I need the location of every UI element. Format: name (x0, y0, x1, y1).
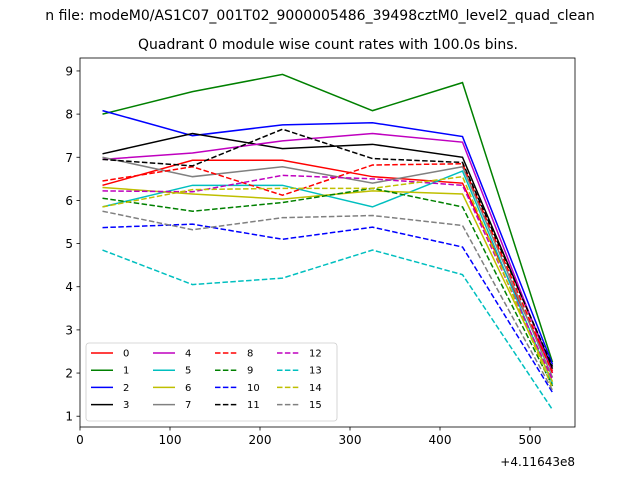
figure-suptitle: n file: modeM0/AS1C07_001T02_9000005486_… (45, 8, 594, 24)
y-tick-label: 3 (65, 323, 73, 337)
x-offset-label: +4.11643e8 (500, 455, 575, 469)
y-tick-label: 2 (65, 367, 73, 381)
legend-label-4: 4 (185, 349, 191, 360)
series-line-8 (102, 162, 554, 374)
legend-label-14: 14 (309, 383, 322, 394)
legend-label-8: 8 (247, 349, 253, 360)
x-tick-label: 100 (159, 433, 182, 447)
legend-label-9: 9 (247, 366, 253, 377)
legend-box (85, 342, 338, 422)
y-tick-label: 7 (65, 151, 73, 165)
legend-label-6: 6 (185, 383, 191, 394)
y-tick-label: 1 (65, 410, 73, 424)
x-tick-label: 400 (429, 433, 452, 447)
y-tick-label: 5 (65, 237, 73, 251)
x-tick-label: 500 (519, 433, 542, 447)
legend-label-11: 11 (247, 400, 260, 411)
legend-label-3: 3 (123, 400, 129, 411)
series-line-10 (102, 223, 554, 393)
series-line-1 (102, 73, 554, 363)
y-tick-label: 9 (65, 64, 73, 78)
series-line-14 (102, 175, 554, 389)
series-line-12 (102, 174, 554, 380)
y-tick-label: 6 (65, 194, 73, 208)
legend-label-10: 10 (247, 383, 260, 394)
series-line-15 (102, 210, 554, 391)
legend-label-13: 13 (309, 366, 322, 377)
legend-label-1: 1 (123, 366, 129, 377)
legend-label-5: 5 (185, 366, 191, 377)
series-line-3 (102, 132, 554, 370)
legend-label-2: 2 (123, 383, 129, 394)
legend-label-0: 0 (123, 349, 129, 360)
legend-label-15: 15 (309, 400, 322, 411)
series-line-11 (102, 128, 554, 367)
x-tick-label: 300 (339, 433, 362, 447)
series-line-5 (102, 170, 554, 385)
axes-frame (79, 57, 576, 428)
series-line-2 (102, 109, 554, 365)
legend-label-7: 7 (185, 400, 191, 411)
series-line-9 (102, 187, 554, 387)
y-tick-label: 8 (65, 108, 73, 122)
series-line-13 (102, 249, 554, 411)
y-tick-label: 4 (65, 280, 73, 294)
series-line-7 (102, 156, 554, 378)
legend-label-12: 12 (309, 349, 322, 360)
series-line-4 (102, 132, 554, 374)
x-tick-label: 0 (76, 433, 84, 447)
chart-title: Quadrant 0 module wise count rates with … (138, 37, 518, 53)
x-tick-label: 200 (249, 433, 272, 447)
